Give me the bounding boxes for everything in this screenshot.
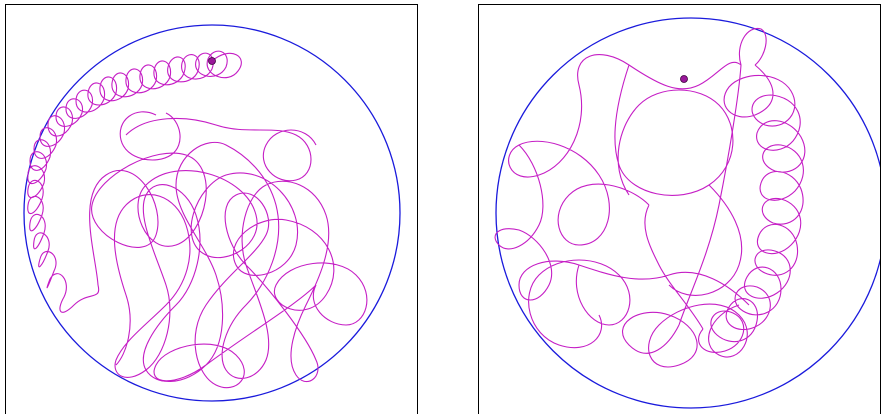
- left-boundary-circle: [23, 24, 401, 402]
- left-trajectory-path: [27, 50, 242, 313]
- right-boundary-circle: [495, 17, 880, 409]
- right-panel-canvas: [494, 17, 880, 409]
- right-panel: [478, 4, 881, 414]
- left-panel: [5, 4, 418, 414]
- right-tracer-marker: [680, 75, 688, 83]
- left-trajectory-interior: [89, 111, 368, 389]
- left-panel-canvas: [23, 24, 401, 402]
- right-trajectory-interior: [494, 54, 750, 368]
- left-tracer-marker: [208, 57, 216, 65]
